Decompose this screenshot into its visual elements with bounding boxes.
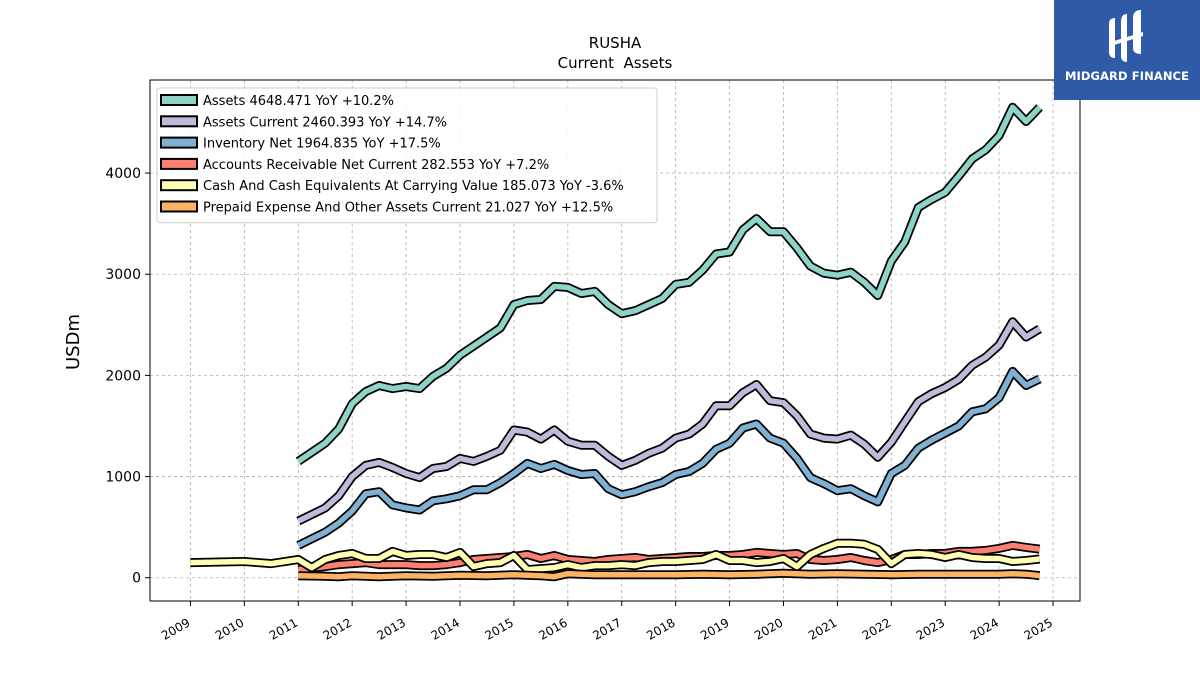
legend: Assets 4648.471 YoY +10.2% Assets Current… bbox=[156, 87, 658, 224]
x-tick-label: 2018 bbox=[644, 615, 677, 642]
y-tick-label: 4000 bbox=[105, 166, 141, 182]
y-tick-label: 3000 bbox=[105, 267, 141, 283]
x-tick-label: 2014 bbox=[429, 615, 462, 642]
x-tick-label: 2015 bbox=[482, 615, 515, 642]
y-tick-label: 0 bbox=[132, 571, 141, 587]
legend-swatch bbox=[160, 136, 198, 149]
legend-swatch bbox=[160, 157, 198, 170]
series-line bbox=[296, 104, 1042, 464]
x-tick-label: 2025 bbox=[1022, 615, 1055, 642]
series-layer bbox=[190, 102, 1043, 582]
series-line bbox=[297, 368, 1041, 548]
legend-swatch bbox=[160, 200, 198, 213]
x-tick-label: 2011 bbox=[267, 615, 300, 642]
x-tick-label: 2017 bbox=[590, 615, 623, 642]
legend-swatch bbox=[160, 179, 198, 192]
y-tick-label: 2000 bbox=[105, 368, 141, 384]
legend-entry: Accounts Receivable Net Current 282.553 … bbox=[203, 158, 549, 173]
x-tick-label: 2024 bbox=[968, 615, 1001, 642]
legend-swatch bbox=[160, 115, 198, 128]
series-line bbox=[297, 319, 1042, 524]
legend-entry: Assets 4648.471 YoY +10.2% bbox=[203, 94, 394, 109]
x-tick-label: 2013 bbox=[375, 615, 408, 642]
series-line bbox=[298, 570, 1040, 580]
midgard-logo-icon bbox=[1109, 10, 1143, 62]
plot-frame bbox=[149, 79, 1081, 602]
series-line bbox=[190, 540, 1040, 573]
x-tick-label: 2009 bbox=[159, 615, 192, 642]
x-tick-label: 2020 bbox=[752, 615, 785, 642]
y-tick-label: 1000 bbox=[105, 470, 141, 486]
y-axis-label: USDm bbox=[63, 314, 84, 370]
legend-entry: Inventory Net 1964.835 YoY +17.5% bbox=[203, 137, 441, 152]
x-tick-label: 2012 bbox=[321, 615, 354, 642]
x-tick-label: 2021 bbox=[806, 615, 839, 642]
x-tick-label: 2023 bbox=[914, 615, 947, 642]
legend-entry: Cash And Cash Equivalents At Carrying Va… bbox=[203, 179, 624, 194]
chart-subtitle: Current Assets bbox=[558, 54, 673, 72]
chart-title: RUSHA bbox=[589, 34, 642, 52]
logo-text: MIDGARD FINANCE bbox=[1064, 69, 1190, 83]
x-tick-label: 2010 bbox=[213, 615, 246, 642]
x-tick-label: 2016 bbox=[536, 615, 569, 642]
x-tick-label: 2022 bbox=[860, 615, 893, 642]
series-line-outline bbox=[296, 317, 1042, 526]
legend-swatch bbox=[160, 94, 198, 106]
legend-entry: Assets Current 2460.393 YoY +14.7% bbox=[203, 115, 447, 130]
midgard-finance-logo: MIDGARD FINANCE bbox=[1054, 0, 1200, 100]
x-tick-label: 2019 bbox=[698, 615, 731, 642]
legend-entry: Prepaid Expense And Other Assets Current… bbox=[203, 201, 613, 216]
legend-box bbox=[156, 87, 658, 224]
